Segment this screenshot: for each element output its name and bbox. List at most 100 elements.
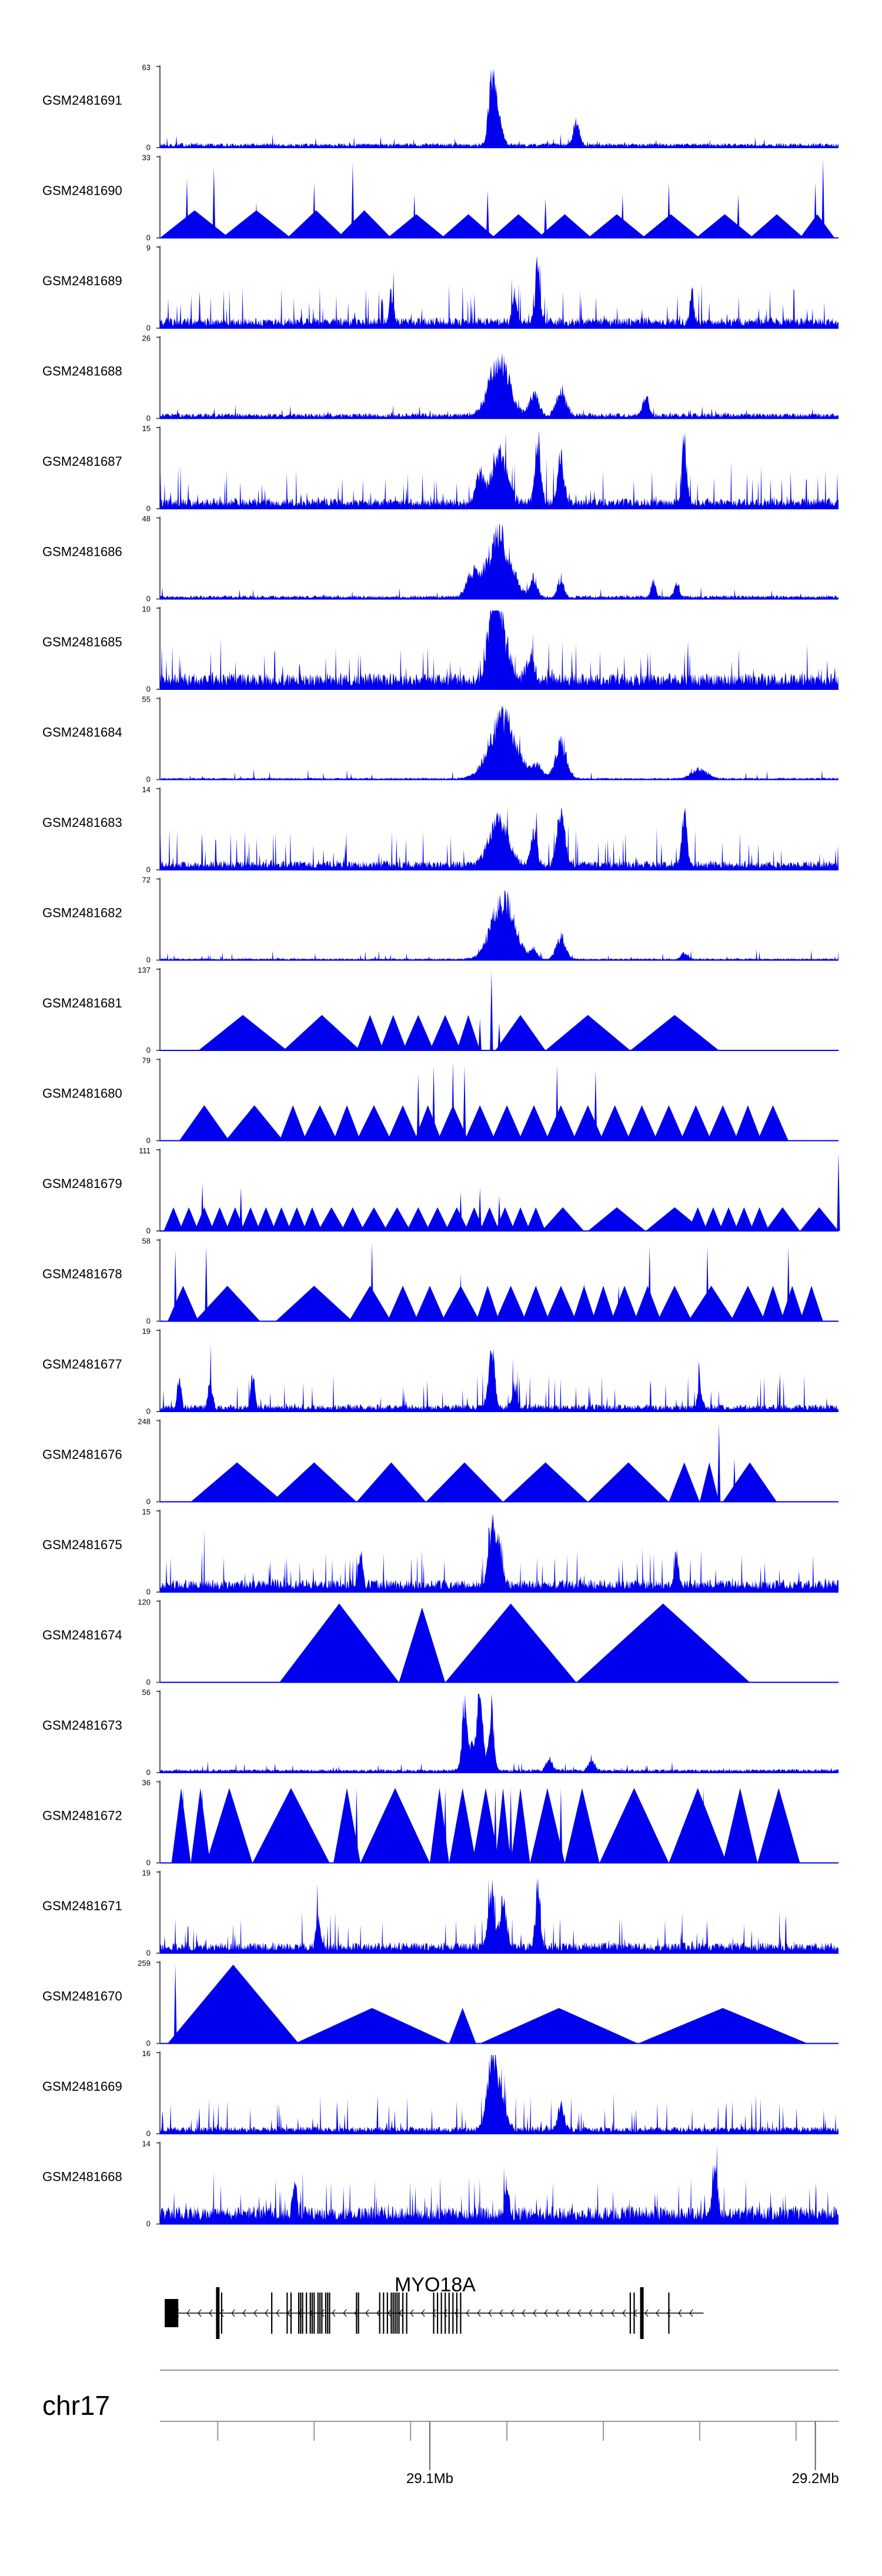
signal-triangle	[646, 1207, 704, 1231]
y-axis-zero-label: 0	[146, 1046, 151, 1055]
strand-arrow	[678, 2309, 682, 2317]
strand-arrow	[544, 2309, 548, 2317]
y-axis-zero-label: 0	[146, 323, 151, 332]
track-GSM2481671: GSM2481671 19 0	[42, 1868, 838, 1957]
track-GSM2481669: GSM2481669 16 0	[42, 2049, 838, 2138]
strand-arrow	[231, 2309, 235, 2317]
y-axis-zero-label: 0	[146, 2220, 151, 2228]
signal-triangle	[734, 1207, 754, 1231]
gene-exon	[358, 2293, 359, 2334]
signal-spike	[582, 1282, 586, 1322]
signal-spike	[355, 1788, 358, 1863]
y-axis-zero-label: 0	[146, 143, 151, 152]
signal-triangle	[456, 1015, 480, 1050]
signal-area	[160, 1513, 838, 1592]
y-axis-zero-label: 0	[146, 414, 151, 423]
track-label: GSM2481671	[42, 1898, 122, 1913]
strand-arrow	[265, 2309, 269, 2317]
signal-triangle	[657, 1286, 692, 1322]
track-GSM2481679: GSM2481679 111 0	[42, 1146, 840, 1235]
signal-spike	[497, 1023, 501, 1050]
genome-axis: chr17 29.1Mb 29.2Mb	[42, 2370, 839, 2487]
track-label: GSM2481686	[42, 544, 122, 559]
track-GSM2481691: GSM2481691 63 0	[42, 63, 838, 152]
signal-triangle	[542, 1207, 584, 1231]
signal-triangle	[592, 1286, 615, 1322]
signal-spike	[555, 1066, 559, 1141]
gene-exon	[172, 2299, 179, 2327]
gene-exon	[452, 2293, 454, 2334]
strand-arrow	[343, 2309, 347, 2317]
signal-spike	[814, 182, 817, 238]
track-label: GSM2481688	[42, 363, 122, 378]
signal-triangle	[272, 1462, 357, 1502]
gene-exon	[300, 2293, 302, 2334]
signal-triangle	[688, 1207, 708, 1231]
signal-spike	[621, 194, 624, 238]
strand-arrow	[611, 2309, 615, 2317]
y-axis-max-label: 72	[142, 876, 151, 885]
y-axis-zero-label: 0	[146, 685, 151, 693]
signal-area	[160, 890, 838, 960]
signal-triangle	[757, 1105, 789, 1141]
signal-triangle	[360, 1207, 387, 1231]
signal-spike	[432, 1066, 436, 1141]
signal-triangle	[449, 1788, 476, 1863]
y-axis-zero-label: 0	[146, 1317, 151, 1326]
signal-spike	[413, 194, 416, 238]
signal-spike	[201, 1788, 204, 1863]
gene-exon	[390, 2293, 392, 2334]
signal-spike	[205, 1246, 208, 1322]
signal-area	[160, 255, 838, 328]
signal-triangle	[399, 1607, 446, 1683]
track-label: GSM2481687	[42, 454, 122, 469]
track-GSM2481674: GSM2481674 120 0	[42, 1598, 838, 1687]
y-axis-max-label: 19	[142, 1327, 151, 1336]
signal-triangle	[333, 1105, 360, 1141]
signal-triangle	[723, 1462, 777, 1502]
signal-triangle	[522, 1286, 550, 1322]
strand-arrow	[510, 2309, 514, 2317]
signal-triangle	[545, 1105, 577, 1141]
track-GSM2481689: GSM2481689 9 0	[42, 243, 838, 332]
strand-arrow	[410, 2309, 414, 2317]
signal-spike	[837, 1152, 840, 1231]
signal-triangle	[800, 214, 835, 238]
track-label: GSM2481685	[42, 635, 122, 649]
strand-arrow	[332, 2309, 336, 2317]
track-label: GSM2481690	[42, 183, 122, 198]
signal-triangle	[587, 1207, 646, 1231]
signal-triangle	[275, 1286, 353, 1322]
y-axis-max-label: 48	[142, 515, 151, 523]
strand-arrow	[488, 2309, 492, 2317]
track-label: GSM2481683	[42, 815, 122, 830]
signal-triangle	[341, 1207, 365, 1231]
gene-model-MYO18A	[165, 2287, 704, 2339]
signal-triangle	[761, 1286, 785, 1322]
strand-arrow	[555, 2309, 559, 2317]
track-GSM2481668: GSM2481668 14 0	[42, 2140, 838, 2228]
signal-triangle	[191, 1788, 211, 1863]
track-GSM2481686: GSM2481686 48 0	[42, 515, 838, 603]
signal-triangle	[599, 1788, 669, 1863]
strand-arrow	[432, 2309, 436, 2317]
signal-triangle	[195, 1207, 214, 1231]
signal-spike	[594, 1069, 597, 1141]
gene-exon	[325, 2293, 327, 2334]
gene-exon	[356, 2293, 358, 2334]
strand-arrow	[376, 2309, 380, 2317]
gene-exon	[402, 2293, 404, 2334]
track-label: GSM2481677	[42, 1357, 122, 1372]
gene-exon	[386, 2293, 388, 2334]
signal-spike	[185, 179, 189, 238]
gene-exon	[329, 2293, 330, 2334]
track-GSM2481672: GSM2481672 36 0	[42, 1778, 838, 1867]
signal-spike	[181, 1788, 185, 1863]
strand-arrow	[656, 2309, 660, 2317]
signal-triangle	[356, 1015, 384, 1050]
track-GSM2481690: GSM2481690 33 0	[42, 154, 838, 242]
signal-spike	[787, 1246, 790, 1322]
signal-spike	[617, 1286, 620, 1322]
signal-triangle	[750, 214, 804, 238]
signal-spike	[702, 1788, 706, 1863]
